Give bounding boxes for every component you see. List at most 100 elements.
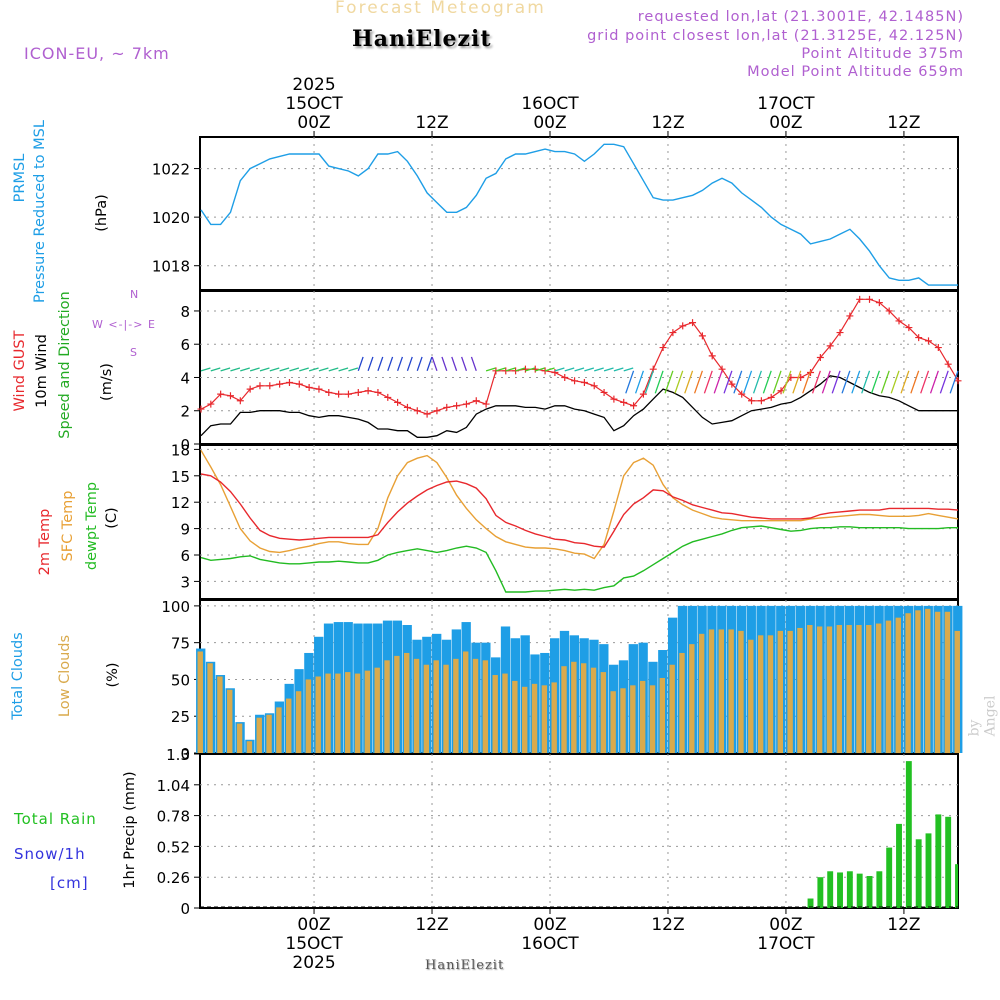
low-cloud-bar — [482, 660, 489, 753]
wind-direction-arrow — [299, 367, 309, 372]
rain-bar — [837, 872, 843, 908]
wind-direction-arrow — [644, 370, 654, 394]
low-cloud-bar — [875, 623, 882, 753]
gust-point-marker — [767, 393, 775, 401]
wind-direction-arrow — [723, 370, 733, 394]
pressure-ytick-label: 1020 — [152, 209, 190, 227]
wind-direction-arrow — [318, 367, 329, 372]
wind-direction-arrow — [377, 356, 384, 372]
temp-label-2m: 2m Temp — [37, 508, 53, 576]
bottom-xtick-label: 00Z — [297, 915, 330, 935]
wind-direction-arrow — [495, 367, 506, 372]
low-cloud-bar — [541, 685, 548, 753]
wind-direction-arrow — [200, 367, 211, 372]
wind-direction-arrow — [782, 370, 792, 394]
low-cloud-bar — [856, 625, 862, 753]
low-cloud-bar — [433, 660, 439, 753]
wind-direction-arrow — [387, 356, 394, 372]
low-cloud-bar — [787, 630, 793, 753]
temp-ytick-label: 3 — [180, 573, 190, 591]
wind-label-speed-direction: Speed and Direction — [57, 291, 73, 439]
low-cloud-bar — [472, 658, 479, 753]
rain-bar — [866, 876, 873, 908]
low-cloud-bar — [659, 677, 666, 753]
low-cloud-bar — [718, 629, 725, 753]
wind-direction-arrow — [802, 370, 812, 394]
gust-point-marker — [905, 324, 913, 332]
low-cloud-bar — [345, 672, 351, 753]
precip-ytick-label: 0.52 — [157, 838, 190, 856]
wind-direction-arrow — [880, 370, 890, 394]
low-cloud-bar — [236, 723, 243, 753]
low-cloud-bar — [305, 679, 312, 753]
gust-point-marker — [610, 395, 618, 403]
wind-direction-arrow — [210, 367, 221, 372]
precip-legend-rain: Total Rain — [14, 810, 97, 828]
wind-direction-arrow — [535, 367, 545, 372]
wind-direction-arrow — [703, 370, 713, 394]
low-cloud-bar — [866, 625, 872, 753]
rain-bar — [925, 833, 932, 908]
low-cloud-bar — [738, 630, 744, 753]
wind-ytick-label: 4 — [180, 369, 190, 387]
wind-direction-arrow — [654, 370, 664, 394]
clouds-ytick-label: 25 — [171, 708, 190, 726]
wind-ytick-label: 2 — [180, 403, 190, 421]
wind-direction-arrow — [762, 370, 772, 394]
top-xtick-label: 12Z — [415, 113, 448, 133]
bottom-xtick-label: 15OCT — [285, 934, 343, 954]
low-cloud-bar — [325, 673, 331, 753]
rain-bar — [817, 877, 824, 908]
rain-bar — [896, 823, 902, 908]
gust-point-marker — [954, 377, 962, 385]
low-cloud-bar — [512, 680, 518, 753]
wind-direction-arrow — [525, 367, 536, 372]
gust-point-marker — [944, 360, 952, 368]
wind-direction-arrow — [367, 356, 374, 372]
clouds-ytick-label: 75 — [171, 635, 190, 653]
model-point-altitude: Model Point Altitude 659m — [747, 64, 964, 80]
temp-ytick-label: 9 — [180, 521, 190, 539]
low-cloud-bar — [934, 611, 941, 753]
bottom-xtick-label: 12Z — [651, 915, 684, 935]
wind-direction-arrow — [693, 370, 703, 394]
wind-direction-arrow — [939, 370, 949, 394]
gust-point-marker — [590, 382, 598, 390]
footer-station: HaniElezit — [425, 958, 505, 973]
pressure-label-prmsl: PRMSL — [12, 153, 28, 203]
low-cloud-bar — [728, 629, 734, 753]
gust-point-marker — [413, 407, 421, 415]
wind-direction-arrow — [821, 370, 831, 394]
rain-bar — [827, 871, 834, 908]
rain-bar — [886, 847, 893, 908]
rain-bar — [856, 873, 863, 908]
low-cloud-bar — [374, 667, 380, 753]
low-cloud-bar — [846, 625, 852, 753]
wind-direction-arrow — [220, 367, 231, 372]
low-cloud-bar — [227, 689, 233, 753]
low-cloud-bar — [404, 652, 410, 753]
low-cloud-bar — [531, 683, 538, 753]
model-name: ICON-EU, ~ 7km — [24, 44, 170, 63]
low-cloud-bar — [748, 639, 754, 753]
wind-direction-arrow — [574, 367, 585, 372]
wind-direction-arrow — [949, 370, 959, 394]
gust-point-marker — [305, 383, 313, 391]
low-cloud-bar — [885, 620, 892, 753]
precip-legend-snow: Snow/1h — [14, 845, 86, 863]
low-cloud-bar — [384, 660, 390, 753]
wind-direction-arrow — [743, 370, 753, 394]
low-cloud-bar — [315, 676, 321, 753]
pressure-series-line — [200, 143, 958, 286]
wind-direction-arrow — [623, 367, 634, 372]
low-cloud-bar — [266, 714, 272, 753]
low-cloud-bar — [551, 682, 557, 753]
pressure-ytick-label: 1022 — [152, 161, 190, 179]
wind-direction-arrow — [772, 370, 782, 394]
low-cloud-bar — [915, 610, 921, 753]
gust-point-marker — [236, 397, 244, 405]
wind-direction-arrow — [269, 367, 280, 372]
cloud-label-unit: (%) — [105, 662, 121, 688]
gust-point-marker — [295, 380, 303, 388]
gust-point-marker — [207, 400, 215, 408]
